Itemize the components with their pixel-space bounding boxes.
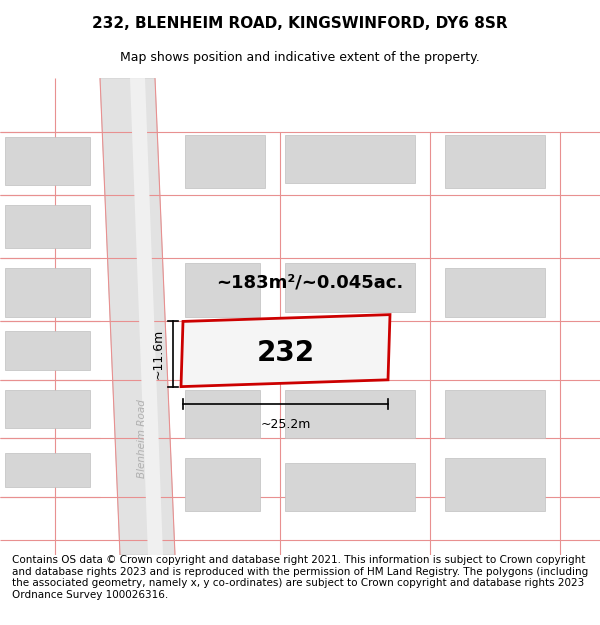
Polygon shape — [445, 458, 545, 511]
Polygon shape — [285, 134, 415, 183]
Polygon shape — [445, 268, 545, 316]
Text: Blenheim Road: Blenheim Road — [137, 399, 147, 478]
Text: 232: 232 — [256, 339, 314, 367]
Polygon shape — [185, 263, 260, 316]
Text: 232, BLENHEIM ROAD, KINGSWINFORD, DY6 8SR: 232, BLENHEIM ROAD, KINGSWINFORD, DY6 8S… — [92, 16, 508, 31]
Polygon shape — [181, 314, 390, 387]
Text: Contains OS data © Crown copyright and database right 2021. This information is : Contains OS data © Crown copyright and d… — [12, 555, 588, 600]
Polygon shape — [445, 389, 545, 438]
Polygon shape — [5, 453, 90, 487]
Polygon shape — [5, 389, 90, 429]
Text: ~11.6m: ~11.6m — [152, 329, 165, 379]
Polygon shape — [100, 78, 175, 555]
Polygon shape — [285, 389, 415, 438]
Polygon shape — [445, 134, 545, 188]
Polygon shape — [185, 134, 265, 188]
Text: Map shows position and indicative extent of the property.: Map shows position and indicative extent… — [120, 51, 480, 64]
Polygon shape — [130, 78, 163, 555]
Polygon shape — [5, 204, 90, 248]
Polygon shape — [185, 458, 260, 511]
Polygon shape — [5, 331, 90, 370]
Polygon shape — [185, 389, 260, 438]
Polygon shape — [285, 263, 415, 312]
Text: ~183m²/~0.045ac.: ~183m²/~0.045ac. — [217, 274, 404, 291]
Polygon shape — [5, 136, 90, 185]
Text: ~25.2m: ~25.2m — [260, 418, 311, 431]
Polygon shape — [285, 462, 415, 511]
Polygon shape — [5, 268, 90, 316]
